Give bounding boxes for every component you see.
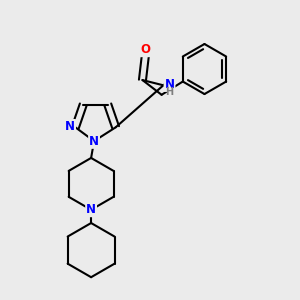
Text: O: O — [140, 43, 150, 56]
Text: N: N — [164, 78, 175, 91]
Text: N: N — [65, 120, 75, 133]
Text: N: N — [86, 203, 96, 216]
Text: H: H — [166, 87, 174, 98]
Text: N: N — [89, 135, 99, 148]
